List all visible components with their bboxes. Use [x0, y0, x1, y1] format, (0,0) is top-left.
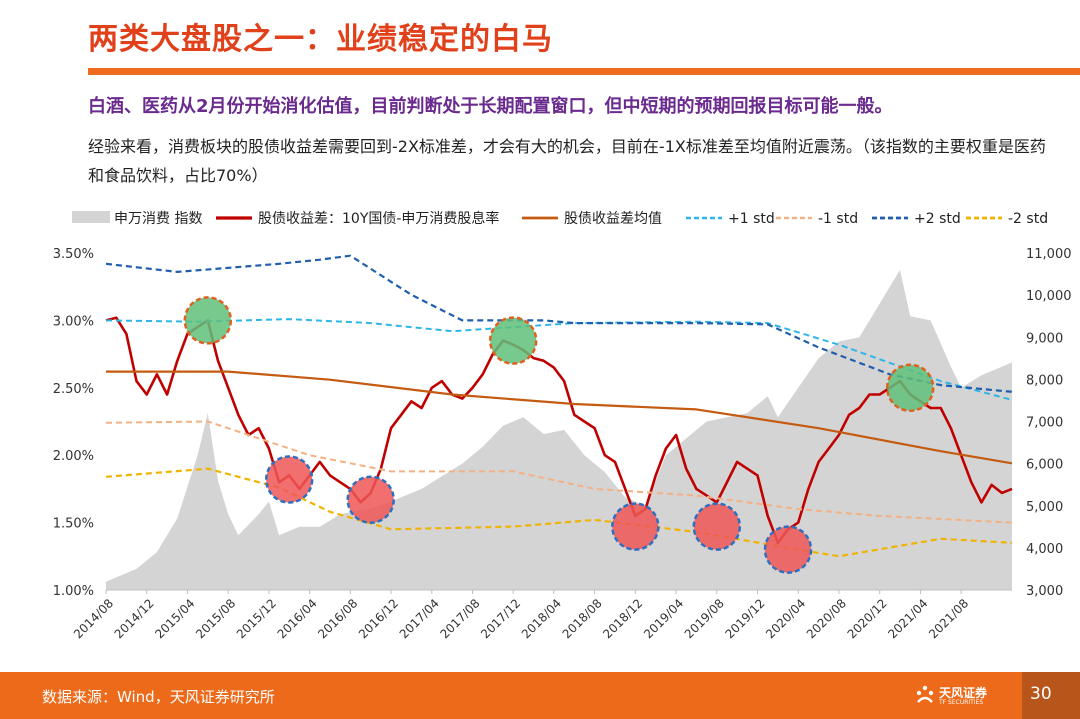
title-accent-bar	[88, 68, 1080, 75]
spread-line	[105, 316, 1013, 545]
y-left-tick-label: 3.50%	[53, 247, 94, 262]
x-tick-label: 2019/12	[722, 596, 767, 641]
description-paragraph: 经验来看，消费板块的股债收益差需要回到-2X标准差，才会有大的机会，目前在-1X…	[88, 137, 1046, 185]
legend-label: +2 std	[914, 211, 961, 227]
footer-bar: 数据来源：Wind，天风证券研究所 天风证券 TF SECURITIES 30	[0, 672, 1080, 719]
x-tick-label: 2020/04	[763, 596, 808, 641]
y-left-tick-label: 3.00%	[53, 314, 94, 329]
y-left-tick-label: 1.50%	[53, 517, 94, 532]
x-tick-label: 2017/08	[437, 596, 482, 641]
x-tick-label: 2020/08	[804, 596, 849, 641]
highlight-circle-8	[885, 363, 935, 413]
x-tick-label: 2018/08	[560, 596, 605, 641]
y-right-tick-label: 3,000	[1026, 584, 1063, 599]
logo-name: 天风证券	[939, 686, 988, 700]
x-tick-label: 2020/12	[845, 596, 890, 641]
highlight-circle-1	[183, 296, 233, 345]
legend-label: -2 std	[1008, 211, 1048, 227]
page-number: 30	[1030, 684, 1052, 704]
logo-subtext: TF SECURITIES	[939, 699, 984, 706]
y-left-tick-label: 2.00%	[53, 449, 94, 464]
spread-chart: 1.00% 1.50% 2.00% 2.50% 3.00% 3.50% 3,000 4,000…	[53, 210, 1072, 641]
x-tick-label: 2018/12	[600, 596, 645, 641]
legend-label: +1 std	[728, 211, 775, 227]
y-right-tick-label: 8,000	[1026, 373, 1063, 388]
x-tick-label: 2017/04	[397, 596, 442, 641]
y-right-tick-label: 9,000	[1026, 331, 1063, 346]
data-source: 数据来源：Wind，天风证券研究所	[42, 688, 275, 706]
x-tick-label: 2021/08	[926, 596, 971, 641]
y-right-tick-label: 5,000	[1026, 500, 1063, 515]
legend-label: 股债收益差：10Y国债-申万消费股息率	[258, 210, 499, 227]
consumer-index-area	[106, 269, 1012, 590]
x-tick-label: 2018/04	[519, 596, 564, 641]
y-left-tick-label: 1.00%	[53, 584, 94, 599]
x-tick-label: 2014/12	[112, 596, 157, 641]
x-tick-label: 2016/12	[356, 596, 401, 641]
y-right-tick-label: 11,000	[1026, 247, 1072, 262]
x-tick-label: 2014/08	[71, 596, 116, 641]
legend-label: 申万消费 指数	[114, 211, 202, 227]
highlight-circle-3	[346, 475, 395, 524]
brand-logo: 天风证券 TF SECURITIES	[914, 682, 1014, 710]
x-tick-label: 2016/08	[315, 596, 360, 641]
highlight-circle-5	[611, 502, 660, 551]
y-left-tick-label: 2.50%	[53, 382, 94, 397]
page-subtitle: 白酒、医药从2月份开始消化估值，目前判断处于长期配置窗口，但中短期的预期回报目标…	[88, 96, 893, 117]
y-right-tick-label: 6,000	[1026, 458, 1063, 473]
x-tick-label: 2015/08	[193, 596, 238, 641]
page-title: 两类大盘股之一：业绩稳定的白马	[88, 22, 553, 57]
x-tick-label: 2015/12	[234, 596, 279, 641]
highlight-circle-7	[763, 525, 813, 574]
x-tick-label: 2019/04	[641, 596, 686, 641]
logo-icon	[916, 685, 934, 703]
x-tick-label: 2017/12	[478, 596, 523, 641]
mean-line	[106, 370, 1013, 465]
x-tick-label: 2015/04	[152, 596, 197, 641]
highlight-circle-4	[488, 316, 538, 365]
y-right-tick-label: 7,000	[1026, 416, 1063, 431]
highlight-circle-2	[264, 455, 314, 504]
x-tick-label: 2016/04	[275, 596, 320, 641]
legend-label: -1 std	[818, 211, 858, 227]
x-tick-label: 2019/08	[682, 596, 727, 641]
x-tick-label: 2021/04	[885, 596, 930, 641]
legend-label: 股债收益差均值	[564, 211, 662, 227]
y-right-tick-label: 10,000	[1026, 289, 1072, 304]
legend-swatch-area	[72, 211, 110, 223]
page-number-box	[1022, 672, 1080, 719]
plus1-std-line	[105, 318, 1013, 401]
highlight-circle-6	[692, 502, 742, 551]
y-right-tick-label: 4,000	[1026, 542, 1063, 557]
minus1-std-line	[105, 420, 1013, 524]
